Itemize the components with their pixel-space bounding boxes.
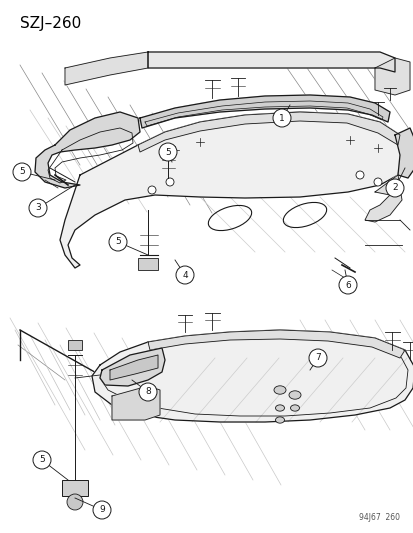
Circle shape [139,383,157,401]
Ellipse shape [275,417,284,423]
Circle shape [29,199,47,217]
Polygon shape [147,330,404,358]
Polygon shape [65,52,147,85]
Polygon shape [100,348,165,386]
Circle shape [67,494,83,510]
Text: 7: 7 [314,353,320,362]
Polygon shape [110,355,158,380]
Polygon shape [364,175,401,222]
Bar [68,340,82,350]
Circle shape [166,178,173,186]
Circle shape [385,179,403,197]
Text: 5: 5 [39,456,45,464]
Polygon shape [140,95,389,128]
Ellipse shape [275,405,284,411]
Circle shape [338,276,356,294]
Text: 5: 5 [115,238,121,246]
Text: 5: 5 [165,148,171,157]
Circle shape [13,163,31,181]
Circle shape [355,171,363,179]
Text: 4: 4 [182,271,188,279]
Polygon shape [35,112,140,188]
Text: SZJ–260: SZJ–260 [20,16,81,31]
Polygon shape [92,330,413,422]
Circle shape [109,233,127,251]
Text: 2: 2 [391,183,397,192]
Polygon shape [112,386,159,420]
Text: 1: 1 [278,114,284,123]
Text: 94J67  260: 94J67 260 [358,513,399,522]
Ellipse shape [273,386,285,394]
Ellipse shape [288,391,300,399]
Polygon shape [374,58,409,95]
Circle shape [33,451,51,469]
Circle shape [308,349,326,367]
Bar [138,258,158,270]
Polygon shape [60,112,401,268]
Text: 9: 9 [99,505,104,514]
Circle shape [147,186,156,194]
Circle shape [93,501,111,519]
Text: 5: 5 [19,167,25,176]
Text: 6: 6 [344,280,350,289]
Ellipse shape [290,405,299,411]
Polygon shape [394,128,413,178]
Circle shape [176,266,194,284]
Circle shape [159,143,177,161]
Text: 8: 8 [145,387,150,397]
Polygon shape [138,112,399,152]
Circle shape [373,178,381,186]
Circle shape [272,109,290,127]
Polygon shape [147,52,394,72]
Bar [62,480,88,496]
Text: 3: 3 [35,204,41,213]
